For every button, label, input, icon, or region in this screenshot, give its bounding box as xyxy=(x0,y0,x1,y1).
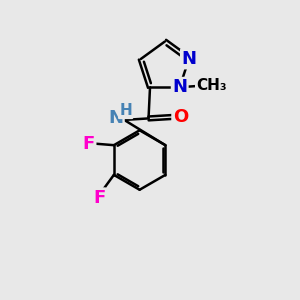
Text: F: F xyxy=(83,135,95,153)
Text: CH₃: CH₃ xyxy=(196,78,227,93)
Text: N: N xyxy=(182,50,196,68)
Text: F: F xyxy=(93,189,105,207)
Text: H: H xyxy=(119,103,132,118)
Text: O: O xyxy=(173,108,188,126)
Text: N: N xyxy=(172,78,187,96)
Text: N: N xyxy=(108,109,123,127)
